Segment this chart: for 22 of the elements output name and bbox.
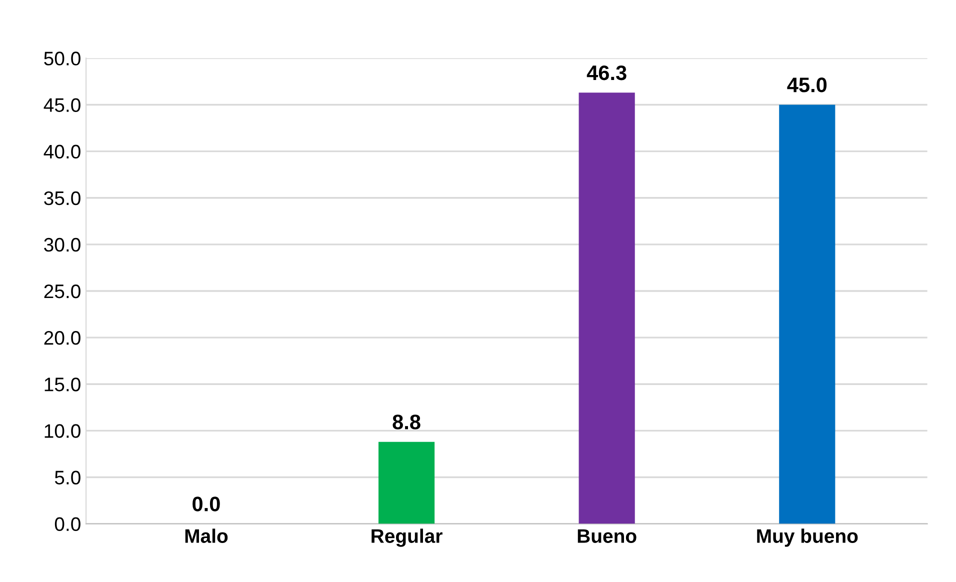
y-tick-label: 5.0	[54, 470, 80, 484]
y-tick-label: 15.0	[44, 378, 80, 392]
y-tick-label: 40.0	[44, 144, 80, 159]
bar	[779, 104, 836, 524]
y-tick-label: 20.0	[44, 331, 80, 345]
y-tick-label: 35.0	[44, 191, 80, 206]
x-tick-label: Malo	[185, 528, 228, 543]
data-label: 46.3	[586, 65, 626, 80]
x-tick-label: Muy bueno	[757, 528, 858, 547]
x-tick-label: Bueno	[578, 529, 636, 543]
y-tick-label: 30.0	[44, 238, 80, 252]
y-tick-label: 45.0	[44, 98, 80, 112]
bar	[578, 92, 635, 524]
y-tick-label: 0.0	[54, 517, 80, 532]
data-label: 45.0	[787, 78, 827, 92]
x-tick-label: Regular	[372, 528, 442, 547]
data-label: 8.8	[392, 414, 420, 430]
bar	[378, 442, 435, 524]
y-tick-label: 50.0	[44, 52, 80, 66]
y-tick-label: 10.0	[44, 424, 80, 438]
y-tick-label: 25.0	[44, 284, 80, 298]
data-label: 0.0	[192, 496, 220, 512]
